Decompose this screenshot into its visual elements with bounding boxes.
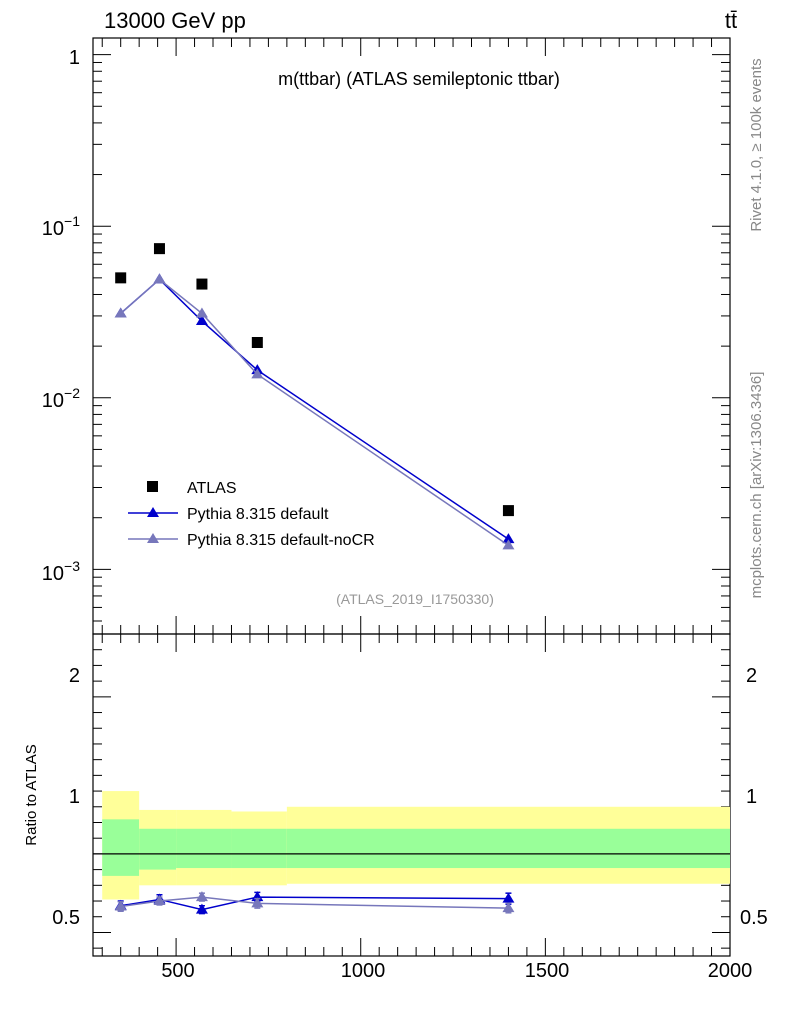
mcplots-label: mcplots.cern.ch [arXiv:1306.3436] [748,372,765,599]
ratio-green-band [176,828,232,869]
mc-series-marker [195,307,208,318]
legend-nocr-label: Pythia 8.315 default-noCR [187,532,375,549]
ratio-y-tick-labels: 2 1 0.5 2 1 0.5 [52,665,768,929]
y-tick-label: 1 [69,47,80,69]
atlas-data-point [502,505,514,517]
ratio-y-tick-label-2-right: 2 [746,665,757,687]
ratio-uncertainty-bands [93,791,730,900]
ratio-axis-ticks [93,633,730,949]
legend-default-marker [147,507,159,517]
ratio-y-tick-label-2: 2 [69,665,80,687]
header-right-label: tt̄ [725,8,737,33]
ratio-green-band [139,828,177,870]
ratio-green-band [286,828,730,869]
y-tick-label-e-1: 10−1 [42,213,80,240]
legend: ATLAS Pythia 8.315 default Pythia 8.315 … [128,480,375,549]
ratio-series-marker [195,903,208,914]
ratio-series-marker [114,900,127,911]
x-tick-label-500: 500 [161,960,194,982]
ratio-y-axis-label: Ratio to ATLAS [23,744,40,845]
ratio-series-marker [251,897,264,908]
main-series-group [114,243,515,550]
mc-series-marker [251,368,264,379]
analysis-watermark: (ATLAS_2019_I1750330) [336,591,494,607]
ratio-series-marker [502,892,515,903]
chart-title: m(ttbar) (ATLAS semileptonic ttbar) [278,69,560,89]
mc-series-marker [153,273,166,284]
rivet-version-label: Rivet 4.1.0, ≥ 100k events [748,58,765,231]
x-tick-label-1500: 1500 [525,960,570,982]
mc-series-marker [502,533,515,544]
atlas-data-point [115,272,127,284]
legend-default-label: Pythia 8.315 default [187,506,329,523]
legend-nocr-marker [147,533,159,543]
ratio-series-marker [153,895,166,906]
ratio-y-tick-label-05: 0.5 [52,907,80,929]
atlas-data-point [196,278,208,290]
x-tick-label-1000: 1000 [341,960,386,982]
main-y-tick-labels: 1 10−1 10−2 10−3 [42,47,80,585]
legend-atlas-marker [147,481,158,492]
ratio-series-marker [195,891,208,902]
ratio-series-group [114,891,515,915]
atlas-data-point [153,243,165,255]
ratio-panel-frame [92,633,731,957]
mc-series-marker [195,315,208,326]
x-axis-ticks [101,38,731,956]
y-tick-label-e-3: 10−3 [42,558,80,585]
mc-series-marker [114,307,127,318]
ratio-y-tick-label-1: 1 [69,786,80,808]
x-tick-label-2000: 2000 [708,960,753,982]
mc-series-line [120,278,509,540]
main-axis-ticks [93,54,730,622]
ratio-y-tick-label-1-right: 1 [746,786,757,808]
x-tick-labels: 500 1000 1500 2000 [161,960,752,982]
y-tick-label-e-2: 10−2 [42,385,80,412]
legend-atlas-label: ATLAS [187,480,237,497]
ratio-green-band [102,819,140,876]
mc-series-marker [502,539,515,550]
ratio-green-band [231,828,287,869]
atlas-data-point [251,336,263,348]
ratio-series-marker [502,902,515,913]
ratio-y-tick-label-05-right: 0.5 [740,907,768,929]
header-left-label: 13000 GeV pp [104,8,246,33]
